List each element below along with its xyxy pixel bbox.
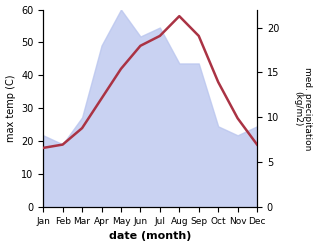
Y-axis label: max temp (C): max temp (C)	[5, 75, 16, 142]
Y-axis label: med. precipitation
(kg/m2): med. precipitation (kg/m2)	[293, 67, 313, 150]
X-axis label: date (month): date (month)	[109, 231, 191, 242]
